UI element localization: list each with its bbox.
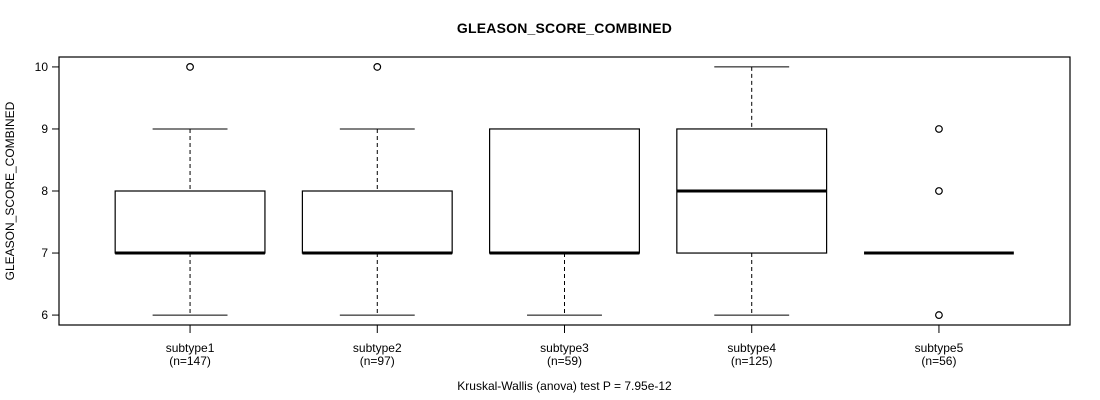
group-n-label: (n=56) [921, 354, 956, 368]
y-tick-label: 8 [41, 184, 48, 198]
y-tick-label: 10 [35, 60, 49, 74]
y-tick-label: 6 [41, 308, 48, 322]
group-n-label: (n=97) [360, 354, 395, 368]
outlier-point [935, 125, 943, 133]
box-subtype2 [301, 190, 453, 254]
box-subtype3 [489, 128, 640, 254]
group-n-label: (n=125) [731, 354, 773, 368]
outlier-point [186, 63, 194, 71]
group-label: subtype3 [540, 341, 589, 355]
outlier-point [935, 311, 943, 319]
group-label: subtype5 [915, 341, 964, 355]
y-tick-label: 7 [41, 246, 48, 260]
y-tick-label: 9 [41, 122, 48, 136]
group-label: subtype1 [166, 341, 215, 355]
box-subtype1 [114, 190, 266, 254]
outlier-point [373, 63, 382, 71]
outlier-point [935, 187, 943, 195]
footer-caption: Kruskal-Wallis (anova) test P = 7.95e-12 [457, 379, 672, 393]
group-n-label: (n=59) [547, 354, 582, 368]
group-label: subtype2 [353, 341, 402, 355]
group-n-label: (n=147) [169, 354, 211, 368]
chart-title: GLEASON_SCORE_COMBINED [456, 20, 673, 36]
group-label: subtype4 [727, 341, 776, 355]
